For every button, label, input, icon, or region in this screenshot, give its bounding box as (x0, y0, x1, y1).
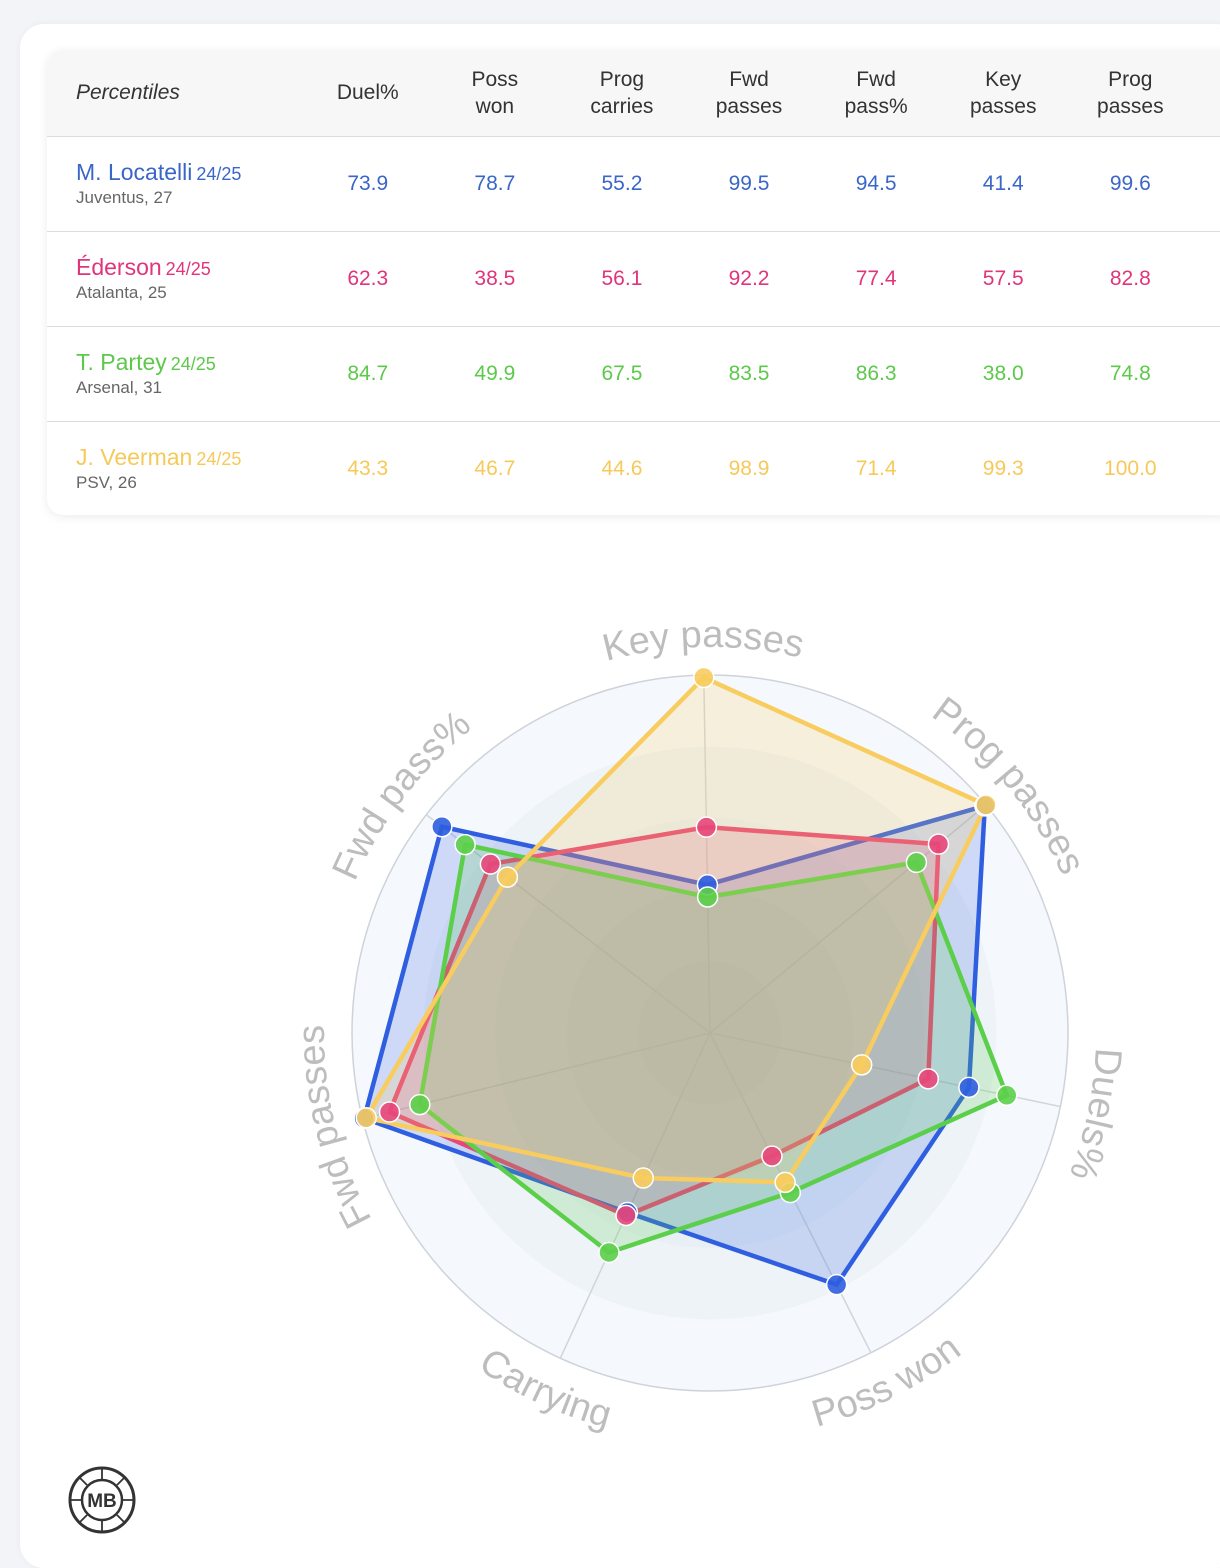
value-cell: 71.4 (855, 456, 897, 480)
value-cell: 38.5 (431, 231, 559, 327)
player-club: Juventus, 27 (76, 188, 173, 207)
player-cell: Éderson 24/25 Atalanta, 25 (47, 231, 305, 327)
mb-logo: MB (68, 1466, 136, 1534)
player-name: J. Veerman (76, 444, 193, 471)
radar-series-area (363, 675, 989, 1185)
radar-axis-label: Duels% (1061, 1047, 1129, 1186)
radar-spoke (703, 675, 711, 1034)
column-header[interactable]: Fwd passes (685, 50, 813, 137)
value-cell: 92.2 (685, 231, 813, 327)
column-header[interactable]: Prog carries (558, 50, 686, 137)
value-cell: 98.9 (728, 456, 770, 480)
value-cell: 99.3 (982, 456, 1024, 480)
radar-axis-label: Key passes (598, 614, 807, 670)
player-cell: M. Locatelli 24/25 Juventus, 27 (47, 136, 305, 232)
value-cell: 86.3 (812, 326, 940, 422)
value-cell: 99.5 (685, 136, 813, 232)
header-percentiles: Percentiles (47, 50, 305, 137)
value-cell: 94.5 (812, 136, 940, 232)
value-cell: 38.0 (939, 326, 1067, 422)
radar-point[interactable] (850, 1054, 873, 1076)
player-season: 24/25 (196, 449, 242, 470)
value-cell: 56.1 (558, 231, 686, 327)
value-cell: 77.4 (812, 231, 940, 327)
value-cell: 82.8 (1066, 231, 1194, 327)
radar-series (361, 803, 988, 1287)
radar-series-area (417, 842, 1010, 1255)
player-season: 24/25 (170, 354, 216, 374)
radar-point[interactable] (454, 833, 476, 856)
table-header-row: Percentiles Duel% Poss won Prog carries Fw… (47, 50, 1220, 137)
value-cell: 84.7 (304, 326, 432, 422)
table-row[interactable]: Éderson 24/25 Atalanta, 25 62.3 38.5 56.1… (47, 231, 1220, 327)
value-cell: 62.3 (304, 231, 432, 327)
radar-point[interactable] (598, 1241, 620, 1264)
radar-point[interactable] (917, 1068, 940, 1090)
player-cell: T. Partey 24/25 Arsenal, 31 (47, 326, 305, 422)
player-name: Éderson (76, 254, 162, 280)
column-header[interactable]: Duel% (304, 50, 432, 137)
player-season: 24/25 (165, 259, 211, 279)
radar-point[interactable] (695, 816, 718, 838)
column-header[interactable]: Prog passes (1066, 50, 1194, 137)
radar-series (387, 824, 941, 1218)
radar-point[interactable] (774, 1171, 796, 1194)
table-row[interactable]: T. Partey 24/25 Arsenal, 31 84.7 49.9 67.… (47, 326, 1220, 422)
value-cell: 43.3 (347, 456, 389, 480)
radar-series (363, 675, 989, 1185)
percentiles-table-card: Percentiles Duel% Poss won Prog carries Fw… (47, 50, 1220, 515)
radar-point[interactable] (355, 1107, 377, 1129)
value-cell: 44.6 (601, 456, 643, 480)
player-name: M. Locatelli (76, 159, 193, 185)
column-header[interactable]: Poss won (431, 50, 559, 137)
radar-point[interactable] (479, 853, 502, 875)
radar-point[interactable] (958, 1076, 980, 1099)
value-cell: 73.9 (304, 136, 432, 232)
radar-point[interactable] (615, 1204, 637, 1227)
radar-series-area (387, 824, 941, 1218)
value-cell: 57.5 (939, 231, 1067, 327)
radar-point[interactable] (825, 1273, 848, 1296)
value-cell: 74.8 (1066, 326, 1194, 422)
percentiles-table: Percentiles Duel% Poss won Prog carries Fw… (47, 50, 1220, 515)
player-season: 24/25 (196, 164, 242, 184)
value-cell: 83.5 (685, 326, 813, 422)
radar-point[interactable] (496, 866, 519, 888)
column-header-empty (1193, 50, 1220, 137)
table-row[interactable]: J. Veerman 24/25 PSV, 26 43.3 46.7 44.6 9… (47, 421, 1220, 515)
player-club: PSV, 26 (76, 473, 137, 493)
radar-point[interactable] (761, 1145, 783, 1167)
value-cell: 49.9 (431, 326, 559, 422)
radar-point[interactable] (693, 666, 715, 689)
player-name: T. Partey (76, 349, 167, 375)
radar-point[interactable] (378, 1101, 401, 1123)
value-cell: 78.7 (431, 136, 559, 232)
svg-text:MB: MB (87, 1491, 117, 1512)
radar-point[interactable] (996, 1084, 1018, 1107)
radar-series-area (361, 803, 988, 1287)
radar-point[interactable] (927, 833, 950, 855)
value-cell: 55.2 (558, 136, 686, 232)
value-cell: 41.4 (939, 136, 1067, 232)
table-row[interactable]: M. Locatelli 24/25 Juventus, 27 73.9 78.7… (47, 136, 1220, 232)
player-club: Arsenal, 31 (76, 378, 162, 397)
radar-point[interactable] (632, 1167, 654, 1189)
value-cell: 99.6 (1066, 136, 1194, 232)
column-header[interactable]: Key passes (939, 50, 1067, 137)
player-cell: J. Veerman 24/25 PSV, 26 (47, 421, 304, 515)
value-cell: 67.5 (558, 326, 686, 422)
radar-point[interactable] (431, 815, 453, 838)
value-cell: 100.0 (1104, 456, 1157, 480)
player-club: Atalanta, 25 (76, 283, 167, 302)
radar-series (417, 842, 1010, 1255)
value-cell: 46.7 (474, 456, 516, 480)
radar-point[interactable] (409, 1093, 431, 1116)
radar-spoke (559, 1032, 711, 1359)
radar-point[interactable] (905, 851, 928, 874)
radar-point[interactable] (696, 886, 719, 908)
column-header[interactable]: Fwd pass% (812, 50, 940, 137)
radar-point[interactable] (975, 794, 997, 816)
